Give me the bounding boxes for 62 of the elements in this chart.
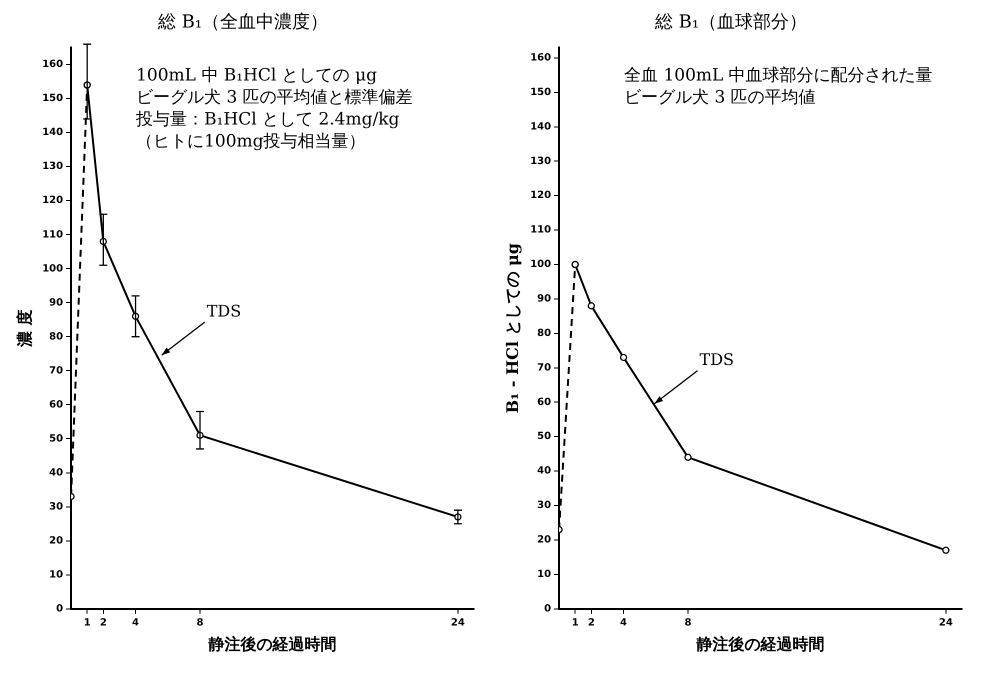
x-tick-label: 8: [196, 617, 204, 628]
y-tick-label: 30: [537, 500, 552, 512]
annotation: TDS: [700, 350, 734, 369]
y-tick-label: 40: [537, 466, 552, 477]
x-tick-label: 24: [938, 617, 953, 628]
x-axis-title: 静注後の経過時間: [208, 634, 337, 654]
y-tick-label: 0: [544, 603, 552, 614]
y-tick-label: 140: [42, 127, 64, 138]
x-tick-label: 4: [620, 617, 628, 628]
y-tick-label: 150: [530, 86, 552, 98]
x-tick-label: 4: [132, 617, 140, 628]
y-tick-label: 130: [42, 161, 64, 172]
chart-title: 総 B₁（全血中濃度）: [156, 11, 328, 32]
y-tick-label: 70: [537, 362, 552, 374]
y-tick-label: 10: [537, 568, 552, 580]
annotation: （ヒトに100mg投与相当量）: [136, 132, 366, 152]
y-tick-label: 70: [49, 365, 64, 376]
annotation: ビーグル犬 3 匹の平均値と標準偏差: [136, 88, 413, 108]
y-tick-label: 110: [530, 224, 552, 236]
y-tick-label: 160: [42, 59, 64, 70]
y-tick-label: 50: [49, 433, 64, 444]
annotation: ビーグル犬 3 匹の平均値: [624, 88, 816, 108]
y-axis-title: 濃 度: [14, 309, 34, 348]
y-tick-label: 40: [49, 467, 64, 478]
y-tick-label: 80: [537, 328, 552, 339]
y-tick-label: 50: [537, 431, 552, 442]
y-tick-label: 100: [42, 263, 64, 274]
y-tick-label: 60: [49, 399, 64, 410]
chart-title: 総 B₁（血球部分）: [654, 11, 808, 32]
y-tick-label: 90: [49, 297, 64, 308]
y-tick-label: 30: [49, 501, 64, 512]
y-tick-label: 90: [537, 294, 552, 305]
x-tick-label: 1: [572, 617, 579, 628]
y-tick-label: 20: [49, 535, 64, 546]
point: [588, 302, 595, 310]
y-tick-label: 100: [530, 259, 552, 270]
y-tick-label: 150: [42, 93, 64, 104]
x-tick-label: 2: [100, 617, 107, 628]
x-tick-label: 1: [84, 617, 91, 628]
annotation: 投与量：B₁HCl として 2.4mg/kg: [135, 110, 400, 130]
y-tick-label: 120: [530, 190, 552, 202]
y-tick-label: 80: [49, 331, 64, 342]
y-tick-label: 120: [42, 195, 64, 206]
y-tick-label: 140: [530, 121, 552, 132]
y-tick-label: 0: [56, 603, 64, 614]
y-axis-title: B₁ - HCl としての μg: [502, 243, 522, 414]
x-tick-label: 2: [588, 617, 595, 628]
x-tick-label: 8: [684, 617, 692, 628]
point: [620, 354, 628, 362]
y-tick-label: 160: [530, 52, 552, 64]
y-tick-label: 10: [49, 569, 64, 580]
annotation: 全血 100mL 中血球部分に配分された量: [624, 66, 933, 86]
y-tick-label: 130: [530, 156, 552, 167]
y-tick-label: 60: [537, 396, 552, 408]
annotation: 100mL 中 B₁HCl としての μg: [136, 66, 378, 86]
annotation: TDS: [206, 301, 242, 320]
x-tick-label: 24: [450, 617, 465, 628]
y-tick-label: 20: [537, 534, 552, 546]
x-axis-title: 静注後の経過時間: [696, 634, 825, 654]
point: [942, 546, 950, 554]
y-tick-label: 110: [42, 229, 64, 240]
point: [684, 454, 692, 461]
